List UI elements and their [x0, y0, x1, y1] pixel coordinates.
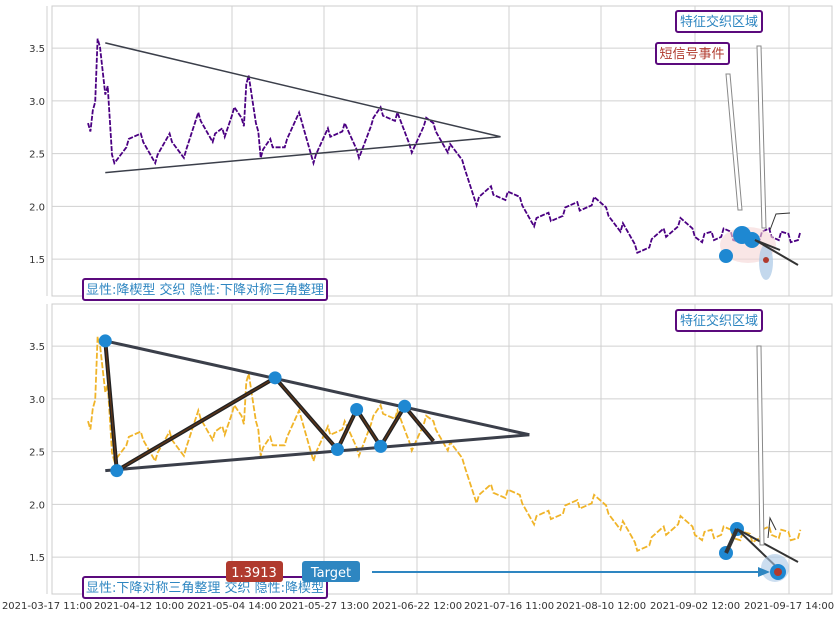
signal-point: [719, 249, 733, 263]
annotation-pattern-top: 显性:降楔型 交织 隐性:下降对称三角整理: [82, 278, 328, 301]
y-tick-label: 3.0: [29, 395, 45, 406]
x-tick-label: 2021-04-12 10:00: [94, 601, 184, 612]
pivot-point: [98, 334, 112, 348]
x-tick-label: 2021-09-17 14:00: [744, 601, 834, 612]
signal-point: [744, 232, 760, 248]
target-point-center: [774, 568, 782, 576]
bottom-grid: [46, 304, 832, 594]
bottom-y-tick-labels: 1.5 2.0 2.5 3.0 3.5: [29, 342, 45, 564]
target-badge: Target: [302, 561, 360, 582]
pointer-arrow: [756, 45, 767, 229]
bottom-triangle-overlay: [98, 334, 530, 478]
annotation-text: 显性:降楔型 交织 隐性:下降对称三角整理: [86, 282, 324, 298]
annotation-short-signal: 短信号事件: [655, 42, 730, 65]
bottom-price-series: [87, 336, 802, 553]
triangle-upper-line: [104, 339, 530, 437]
top-y-tick-labels: 1.5 2.0 2.5 3.0 3.5: [29, 44, 45, 266]
y-tick-label: 1.5: [29, 553, 45, 564]
pivot-point: [398, 399, 412, 413]
signal-line: [736, 528, 799, 563]
pointer-arrow: [725, 73, 743, 211]
target-arrow: [372, 567, 770, 577]
y-tick-label: 1.5: [29, 255, 45, 266]
triangle-upper-line: [105, 42, 501, 138]
target-label-text: Target: [310, 566, 351, 581]
x-tick-label: 2021-03-17 11:00: [2, 601, 92, 612]
bottom-panel: [51, 303, 833, 595]
x-tick-label: 2021-05-27 13:00: [279, 601, 369, 612]
annotation-text: 特征交织区域: [680, 313, 758, 329]
annotation-text: 显性:下降对称三角整理 交织 隐性:降楔型: [86, 580, 324, 596]
signal-point: [763, 257, 769, 263]
x-tick-label: 2021-07-16 11:00: [464, 601, 554, 612]
pivot-point: [330, 443, 344, 457]
top-triangle-overlay: [105, 42, 501, 174]
pivot-point: [268, 371, 282, 385]
signal-arrow: [767, 516, 777, 539]
y-tick-label: 2.0: [29, 500, 45, 511]
signal-line: [754, 239, 781, 251]
y-tick-label: 3.5: [29, 342, 45, 353]
y-tick-label: 2.5: [29, 448, 45, 459]
x-tick-label: 2021-05-04 14:00: [187, 601, 277, 612]
x-tick-label: 2021-09-02 12:00: [650, 601, 740, 612]
annotation-feature-zone-top: 特征交织区域: [675, 10, 763, 33]
price-label-text: 1.3913: [231, 566, 277, 581]
x-tick-label: 2021-08-10 12:00: [556, 601, 646, 612]
triangle-lower-line: [105, 136, 501, 174]
bottom-signal-markers: [719, 345, 799, 582]
signal-arrow: [769, 212, 791, 231]
y-tick-label: 3.5: [29, 44, 45, 55]
y-tick-label: 3.0: [29, 97, 45, 108]
pivot-point: [110, 464, 124, 478]
annotation-text: 特征交织区域: [680, 14, 758, 30]
top-signal-markers: [719, 45, 799, 280]
x-tick-label: 2021-06-22 12:00: [372, 601, 462, 612]
price-line: [87, 336, 802, 553]
triangle-lower-line: [105, 433, 530, 473]
y-tick-label: 2.5: [29, 150, 45, 161]
annotation-feature-zone-bottom: 特征交织区域: [675, 309, 763, 332]
annotation-pattern-bottom: 显性:下降对称三角整理 交织 隐性:降楔型: [82, 576, 328, 599]
signal-line: [724, 528, 739, 554]
pivot-point: [374, 439, 388, 453]
pointer-arrow: [756, 345, 765, 546]
signal-line: [754, 239, 799, 266]
annotation-text: 短信号事件: [659, 47, 724, 62]
zigzag-inner-line: [104, 340, 434, 472]
x-tick-labels: 2021-03-17 11:00 2021-04-12 10:00 2021-05-…: [2, 601, 834, 612]
pivot-point: [350, 402, 364, 416]
price-label-badge: 1.3913: [226, 561, 283, 582]
y-tick-label: 2.0: [29, 202, 45, 213]
